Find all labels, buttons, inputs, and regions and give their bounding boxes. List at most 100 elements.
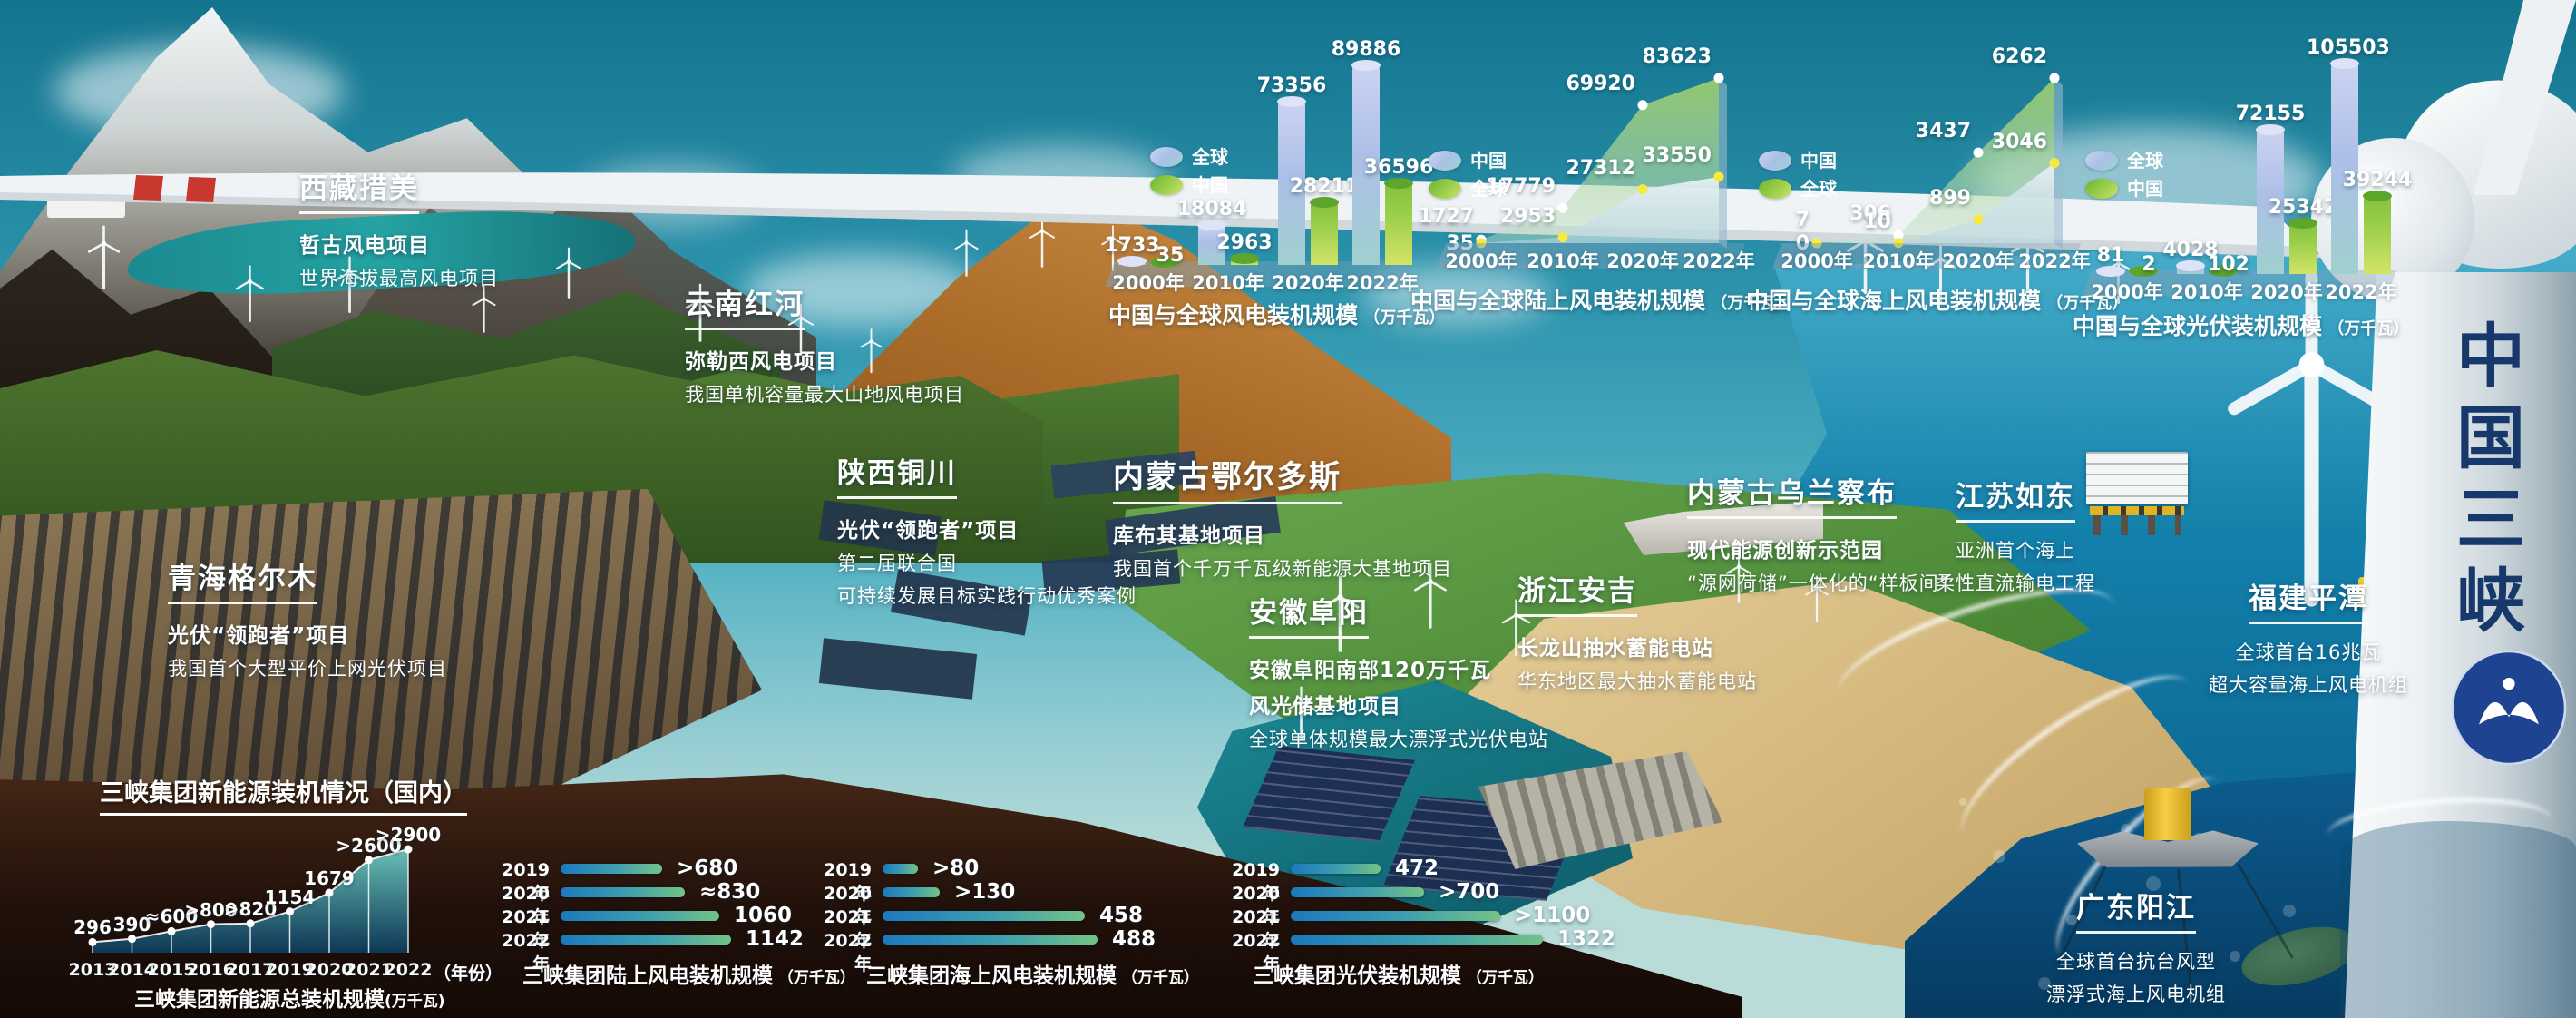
- project-line: 弥勒西风电项目: [685, 350, 837, 374]
- wind-turbine-icon: [1023, 216, 1061, 269]
- project-title: 福建平潭: [2249, 575, 2368, 624]
- chart-ctg-offshore-wind: 2019年 >80 2020年 >130 2021年 458 2022年 488 三峡集团海上风…: [812, 856, 1229, 996]
- ctg-logo-icon: [2449, 648, 2569, 768]
- hbar-year-label: 2021年: [1232, 907, 1280, 951]
- project-line: “源网荷储”一体化的“样板间”: [1687, 573, 1950, 594]
- bar-value-label: 102: [2208, 253, 2249, 276]
- legend-swatch-icon: [1759, 179, 1791, 199]
- total-year-label: 2022: [384, 960, 433, 980]
- total-year-label: 2017: [226, 960, 275, 980]
- project-line: 我国首个千万千瓦级新能源大基地项目: [1113, 558, 1452, 580]
- project-label-neimenggu-eerduosi: 内蒙古鄂尔多斯 库布其基地项目 我国首个千万千瓦级新能源大基地项目: [1113, 452, 1452, 582]
- hbar-bar: [1291, 864, 1381, 874]
- legend-label: 全球: [1800, 178, 1837, 200]
- project-title: 青海格尔木: [168, 555, 317, 604]
- hbar-value-label: 458: [1099, 904, 1144, 927]
- bar-china: [2129, 266, 2158, 277]
- bar-cap: [2363, 191, 2392, 201]
- bar-category-label: 2000年: [1112, 272, 1185, 294]
- project-line: 超大容量海上风电机组: [2209, 674, 2408, 696]
- bar-cap: [2096, 266, 2125, 277]
- area-value-label: 2953: [1499, 204, 1556, 228]
- legend-label: 全球: [2127, 150, 2163, 171]
- project-title: 陕西铜川: [837, 450, 957, 499]
- project-line: 世界海拔最高风电项目: [299, 268, 499, 289]
- bar-category-label: 2022年: [1346, 272, 1419, 294]
- hbar-value-label: 1142: [746, 927, 805, 951]
- chart-title-text: 三峡集团光伏装机规模: [1253, 964, 1461, 988]
- area-category-label: 2020年: [1606, 250, 1679, 272]
- bar-china: [2209, 266, 2238, 277]
- project-label-fujian-pingtan: 福建平潭全球首台16兆瓦超大容量海上风电机组: [2209, 575, 2408, 698]
- project-line: 哲古风电项目: [299, 234, 430, 258]
- legend-swatch-icon: [1429, 151, 1461, 171]
- total-value-label: ≈600: [144, 905, 199, 928]
- legend-item: 中国: [1150, 175, 1228, 195]
- chart-china-global-onshore-wind: 172717779699208362335295327312335502000年…: [1410, 45, 1792, 323]
- total-value-label: 390: [112, 913, 151, 935]
- wind-turbine-icon: [328, 256, 371, 314]
- total-plot: [85, 817, 430, 962]
- platform-deck: [2086, 452, 2188, 504]
- hbar-bar: [561, 864, 662, 874]
- total-year-label: 2020: [305, 960, 354, 980]
- hbar-year-label: 2019年: [502, 860, 550, 904]
- hbar-value-label: >680: [677, 856, 738, 880]
- bar-value-label: 73356: [1256, 74, 1327, 97]
- legend-label: 中国: [1470, 150, 1507, 171]
- area-category-label: 2000年: [1781, 250, 1853, 272]
- bar-value-label: 2: [2142, 253, 2156, 276]
- wind-turbine-icon: [949, 229, 984, 278]
- project-line: 全球首台16兆瓦: [2235, 641, 2382, 663]
- bar-china: [2288, 218, 2317, 274]
- area-category-label: 2000年: [1445, 250, 1517, 272]
- bar-china: [1230, 253, 1259, 265]
- total-year-label: 2016: [187, 960, 235, 980]
- chart-title-unit: （万千瓦）: [773, 969, 855, 987]
- bar-category-label: 2010年: [2171, 281, 2243, 303]
- wind-turbine-icon: [229, 265, 271, 323]
- total-value-label: >820: [223, 897, 278, 920]
- platform-legs: [2093, 515, 2181, 535]
- bar-category-label: 2000年: [2091, 281, 2163, 303]
- bar-global: [2096, 266, 2125, 277]
- bar-value-label: 18084: [1176, 198, 1247, 220]
- legend-swatch-icon: [1759, 151, 1791, 171]
- bar-cap: [1310, 197, 1339, 208]
- hbar-year-label: 2021年: [824, 907, 872, 951]
- chart-title-text: 三峡集团陆上风电装机规模: [522, 964, 773, 988]
- bar-value-label: 39244: [2342, 169, 2413, 191]
- project-title: 江苏如东: [1956, 474, 2075, 523]
- project-title: 内蒙古鄂尔多斯: [1113, 452, 1342, 504]
- project-line: 漂浮式海上风电机组: [2046, 984, 2226, 1005]
- wind-turbine-icon: [854, 328, 888, 374]
- legend-swatch-icon: [2085, 179, 2118, 199]
- hbar-year-label: 2022年: [1232, 931, 1280, 974]
- chart-legend: 中国 全球: [1759, 151, 1837, 207]
- chart-title: 三峡集团新能源装机情况（国内）: [100, 773, 467, 816]
- chart-caption: 三峡集团新能源总装机规模(万千瓦): [134, 982, 445, 1013]
- bar-value-label: 28211: [1289, 175, 1360, 198]
- legend-item: 全球: [1429, 179, 1507, 199]
- total-value-label: 1679: [304, 867, 355, 889]
- bar-cap: [1197, 220, 1226, 230]
- chart-legend: 全球 中国: [2085, 151, 2163, 207]
- bar-china: [1310, 197, 1339, 265]
- bar-cap: [2256, 124, 2285, 135]
- wind-turbine-icon: [550, 247, 588, 299]
- total-year-label: 2015: [147, 960, 196, 980]
- total-value-label: 296: [73, 916, 112, 939]
- area-value-label: 33550: [1642, 144, 1712, 167]
- area-value-label: 3046: [1991, 130, 2047, 153]
- chart-caption-text: 三峡集团新能源总装机规模: [134, 988, 385, 1012]
- hbar-bar: [883, 864, 918, 874]
- project-line: 安徽阜阳南部120万千瓦: [1249, 659, 1492, 682]
- rudong-converter-platform: [2086, 452, 2195, 543]
- legend-item: 中国: [1429, 151, 1507, 171]
- bar-cap: [2209, 266, 2238, 277]
- hbar-year-label: 2022年: [824, 931, 872, 974]
- bar-cap: [1230, 253, 1259, 264]
- project-label-zhejiang-anji: 浙江安吉 长龙山抽水蓄能电站 华东地区最大抽水蓄能电站: [1517, 568, 1757, 694]
- project-title: 西藏措美: [299, 165, 419, 214]
